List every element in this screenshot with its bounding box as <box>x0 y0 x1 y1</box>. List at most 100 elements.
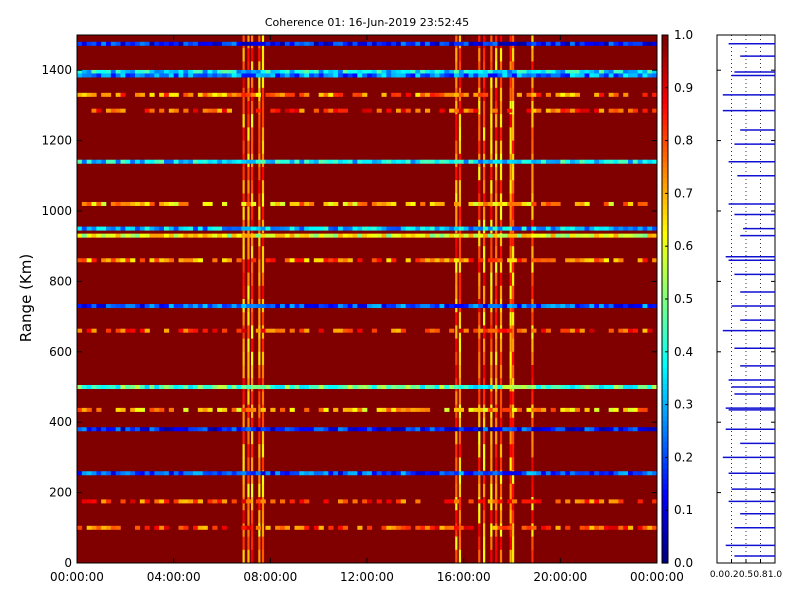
range-band-cell <box>280 407 286 412</box>
range-band-cell <box>458 233 464 238</box>
range-band-cell <box>207 159 213 164</box>
range-band-cell <box>333 226 339 231</box>
range-band-cell <box>536 92 542 97</box>
time-column-segment <box>490 74 493 89</box>
colorbar-step <box>662 330 668 337</box>
time-column-segment <box>458 259 462 274</box>
range-band-cell <box>512 73 518 78</box>
range-band-cell <box>391 407 397 412</box>
range-band-cell <box>473 471 479 476</box>
range-band-cell <box>386 304 392 309</box>
time-column-segment <box>242 536 245 551</box>
range-band-cell <box>579 201 585 206</box>
range-band-cell <box>159 385 165 389</box>
time-column-segment <box>483 233 486 247</box>
range-band-cell <box>159 258 165 263</box>
time-column-segment <box>490 444 493 458</box>
range-band-cell <box>541 233 547 238</box>
range-band-cell <box>352 427 358 432</box>
range-band-cell <box>207 201 213 206</box>
range-band-cell <box>391 73 397 78</box>
time-column-segment <box>455 312 458 326</box>
range-band-cell <box>168 73 174 78</box>
range-band-cell <box>492 385 498 389</box>
range-band-cell <box>613 525 619 530</box>
range-band-cell <box>642 41 648 46</box>
time-column-segment <box>258 404 261 419</box>
range-band-cell <box>541 328 547 333</box>
time-column-segment <box>509 497 512 511</box>
range-band-cell <box>376 407 382 412</box>
colorbar-step <box>662 309 668 316</box>
range-band-cell <box>304 525 310 530</box>
time-column-segment <box>490 127 493 142</box>
range-band-cell <box>623 525 629 530</box>
range-band-cell <box>565 108 571 113</box>
range-band-cell <box>164 525 170 530</box>
range-band-cell <box>570 427 576 432</box>
range-band-cell <box>487 226 493 231</box>
range-band-cell <box>275 73 281 78</box>
range-band-cell <box>623 201 629 206</box>
range-band-cell <box>125 233 131 238</box>
range-band-cell <box>178 159 184 164</box>
range-band-cell <box>106 226 112 231</box>
range-band-cell <box>526 92 532 97</box>
range-band-cell <box>323 233 329 238</box>
y-tick-label: 200 <box>49 486 72 500</box>
range-band-cell <box>323 304 329 309</box>
range-band-cell <box>376 226 382 231</box>
colorbar-step <box>662 108 668 115</box>
range-band-cell <box>371 73 377 78</box>
time-column-segment <box>512 312 515 326</box>
range-band-cell <box>328 92 334 97</box>
time-column-segment <box>458 114 462 128</box>
range-band-cell <box>531 499 537 504</box>
range-band-cell <box>135 73 141 78</box>
range-band-cell <box>231 471 237 476</box>
time-column-segment <box>455 74 458 89</box>
time-column-segment <box>258 48 261 62</box>
time-column-segment <box>247 233 250 247</box>
time-column-segment <box>531 74 534 89</box>
range-band-cell <box>512 499 518 504</box>
range-band-cell <box>294 258 300 263</box>
time-column-segment <box>261 417 265 432</box>
colorbar-step <box>662 394 668 400</box>
range-band-cell <box>275 471 281 476</box>
range-band-cell <box>333 233 339 238</box>
range-band-cell <box>246 69 252 74</box>
time-column-segment <box>242 74 245 89</box>
range-band-cell <box>516 41 522 46</box>
range-band-cell <box>255 304 261 309</box>
time-column-segment <box>495 127 498 142</box>
range-band-cell <box>130 427 136 432</box>
range-band-cell <box>574 233 580 238</box>
range-band-cell <box>357 407 363 412</box>
range-band-cell <box>212 41 218 46</box>
time-column-segment <box>261 259 265 274</box>
range-band-cell <box>270 69 276 74</box>
time-column-segment <box>499 193 503 208</box>
range-band-cell <box>338 499 344 504</box>
range-band-cell <box>168 226 174 231</box>
time-column-segment <box>490 497 493 511</box>
time-column-segment <box>483 338 486 353</box>
range-band-cell <box>458 41 464 46</box>
range-band-cell <box>599 226 605 231</box>
range-band-cell <box>536 385 542 389</box>
time-column-segment <box>531 312 534 326</box>
range-band-cell <box>565 226 571 231</box>
range-band-cell <box>367 525 373 530</box>
range-band-cell <box>434 471 440 476</box>
time-column-segment <box>483 351 486 366</box>
range-band-cell <box>415 159 421 164</box>
time-column-segment <box>261 180 265 194</box>
range-band-cell <box>454 108 460 113</box>
range-band-cell <box>415 499 421 504</box>
range-band-cell <box>473 304 479 309</box>
range-band-cell <box>338 69 344 74</box>
range-band-cell <box>497 201 503 206</box>
range-band-cell <box>371 471 377 476</box>
time-column-segment <box>499 457 503 472</box>
